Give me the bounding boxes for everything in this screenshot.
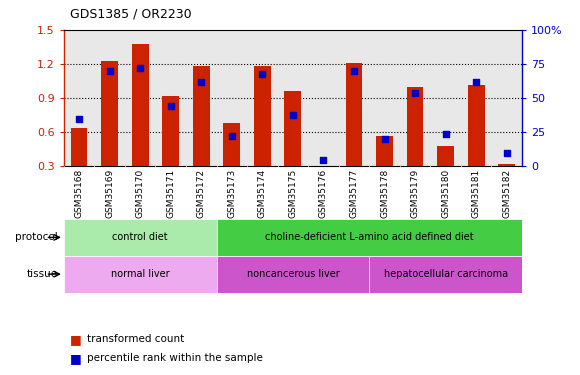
Point <box>197 79 206 85</box>
Text: GSM35171: GSM35171 <box>166 169 175 218</box>
Point <box>349 68 358 74</box>
Bar <box>376 136 393 166</box>
Point <box>319 157 328 163</box>
Bar <box>132 44 148 166</box>
Text: tissue: tissue <box>27 269 58 279</box>
Text: GSM35179: GSM35179 <box>411 169 419 218</box>
Text: GSM35173: GSM35173 <box>227 169 236 218</box>
Point <box>258 70 267 76</box>
Text: control diet: control diet <box>113 232 168 242</box>
Bar <box>437 146 454 166</box>
Text: GSM35181: GSM35181 <box>472 169 481 218</box>
Point <box>502 150 512 156</box>
Bar <box>64 256 216 292</box>
Text: hepatocellular carcinoma: hepatocellular carcinoma <box>383 269 508 279</box>
Text: GSM35172: GSM35172 <box>197 169 206 218</box>
Point <box>227 134 237 140</box>
Point <box>441 131 450 137</box>
Text: GSM35169: GSM35169 <box>105 169 114 218</box>
Bar <box>407 87 423 166</box>
Bar <box>369 256 522 292</box>
Text: GSM35170: GSM35170 <box>136 169 144 218</box>
Text: GDS1385 / OR2230: GDS1385 / OR2230 <box>70 8 191 21</box>
Text: GSM35178: GSM35178 <box>380 169 389 218</box>
Text: GSM35174: GSM35174 <box>258 169 267 218</box>
Point <box>288 112 298 118</box>
Point <box>380 136 389 142</box>
Text: GSM35176: GSM35176 <box>319 169 328 218</box>
Bar <box>216 219 522 256</box>
Bar <box>216 256 369 292</box>
Text: ■: ■ <box>70 352 85 364</box>
Point <box>136 65 145 71</box>
Text: transformed count: transformed count <box>87 334 184 344</box>
Bar <box>193 66 209 166</box>
Bar <box>285 92 301 166</box>
Text: GSM35182: GSM35182 <box>502 169 511 218</box>
Bar <box>102 61 118 166</box>
Text: percentile rank within the sample: percentile rank within the sample <box>87 353 263 363</box>
Text: noncancerous liver: noncancerous liver <box>246 269 339 279</box>
Text: choline-deficient L-amino acid defined diet: choline-deficient L-amino acid defined d… <box>265 232 474 242</box>
Text: GSM35175: GSM35175 <box>288 169 298 218</box>
Point <box>74 116 84 122</box>
Bar <box>223 123 240 166</box>
Text: GSM35180: GSM35180 <box>441 169 450 218</box>
Bar <box>64 219 216 256</box>
Bar <box>346 63 362 167</box>
Bar <box>498 164 515 166</box>
Text: protocol: protocol <box>15 232 58 242</box>
Point <box>472 79 481 85</box>
Point <box>411 90 420 96</box>
Point <box>105 68 114 74</box>
Text: normal liver: normal liver <box>111 269 169 279</box>
Text: GSM35168: GSM35168 <box>75 169 84 218</box>
Bar <box>468 85 484 166</box>
Point <box>166 104 175 110</box>
Text: GSM35177: GSM35177 <box>350 169 358 218</box>
Text: ■: ■ <box>70 333 85 346</box>
Bar <box>162 96 179 166</box>
Bar <box>254 66 271 166</box>
Bar <box>71 128 88 166</box>
